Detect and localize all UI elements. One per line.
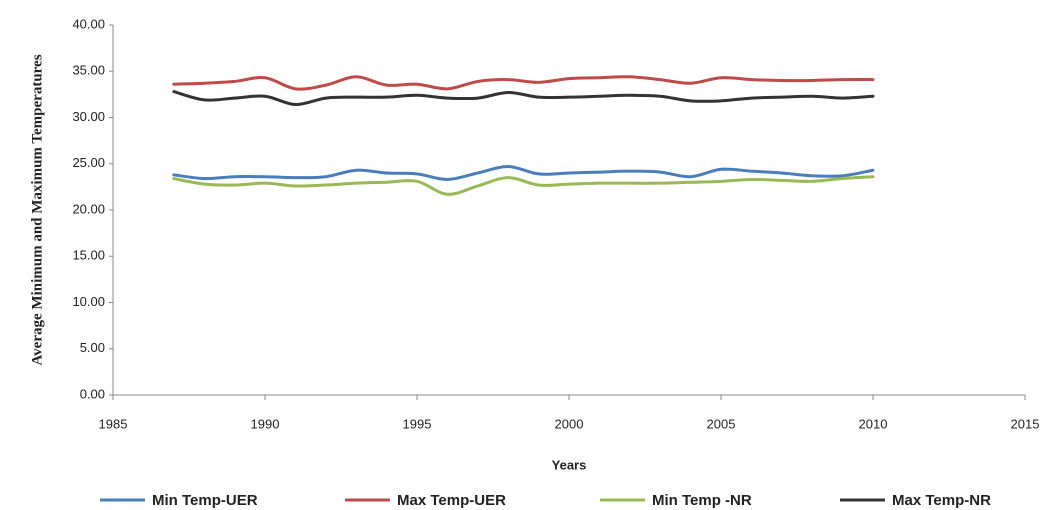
series-line <box>172 165 875 181</box>
legend-label: Max Temp-NR <box>892 492 991 509</box>
x-tick-label: 2015 <box>1011 416 1040 431</box>
series-line <box>172 90 875 107</box>
x-tick-label: 2010 <box>859 416 888 431</box>
y-axis-title: Average Minimum and Maximum Temperatures <box>29 54 45 365</box>
x-tick-label: 2005 <box>707 416 736 431</box>
y-tick-label: 30.00 <box>72 109 105 124</box>
x-tick-label: 1985 <box>99 416 128 431</box>
y-tick-label: 25.00 <box>72 155 105 170</box>
y-tick-label: 20.00 <box>72 201 105 216</box>
y-tick-label: 15.00 <box>72 248 105 263</box>
x-axis-title: Years <box>552 457 587 472</box>
x-tick-label: 1995 <box>403 416 432 431</box>
x-tick-label: 1990 <box>251 416 280 431</box>
y-tick-label: 35.00 <box>72 63 105 78</box>
series-line <box>172 75 875 91</box>
legend-label: Max Temp-UER <box>397 492 506 509</box>
y-tick-label: 10.00 <box>72 294 105 309</box>
legend-label: Min Temp-UER <box>152 492 258 509</box>
y-tick-label: 40.00 <box>72 16 105 31</box>
legend-label: Min Temp -NR <box>652 492 752 509</box>
x-tick-label: 2000 <box>555 416 584 431</box>
y-tick-label: 5.00 <box>80 340 105 355</box>
series-line <box>172 175 875 196</box>
y-tick-label: 0.00 <box>80 386 105 401</box>
